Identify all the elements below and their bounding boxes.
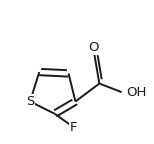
Text: O: O	[89, 41, 99, 54]
Text: S: S	[26, 95, 34, 108]
Text: F: F	[70, 121, 78, 134]
Text: OH: OH	[126, 86, 147, 99]
